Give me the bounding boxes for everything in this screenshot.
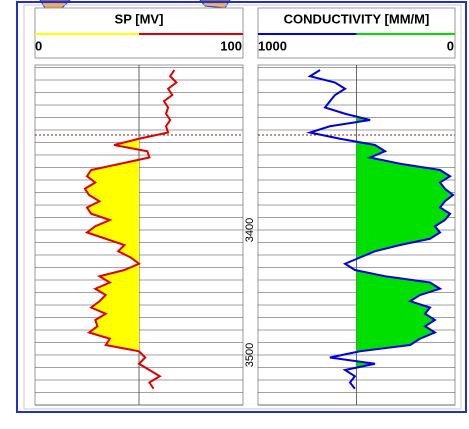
track-title: SP [MV]: [115, 11, 164, 26]
fill-area: [84, 70, 139, 389]
x-tick-label: 0: [447, 38, 454, 53]
frame: [16, 1, 467, 413]
x-tick-label: 1000: [258, 38, 287, 53]
panel: [23, 4, 462, 410]
track-title: CONDUCTIVITY [MM/M]: [284, 11, 430, 26]
x-tick-label: 100: [220, 38, 242, 53]
x-tick-label: 0: [35, 38, 42, 53]
log-curve: [306, 69, 455, 390]
fill-area: [356, 70, 454, 389]
log-curve: [83, 69, 178, 390]
